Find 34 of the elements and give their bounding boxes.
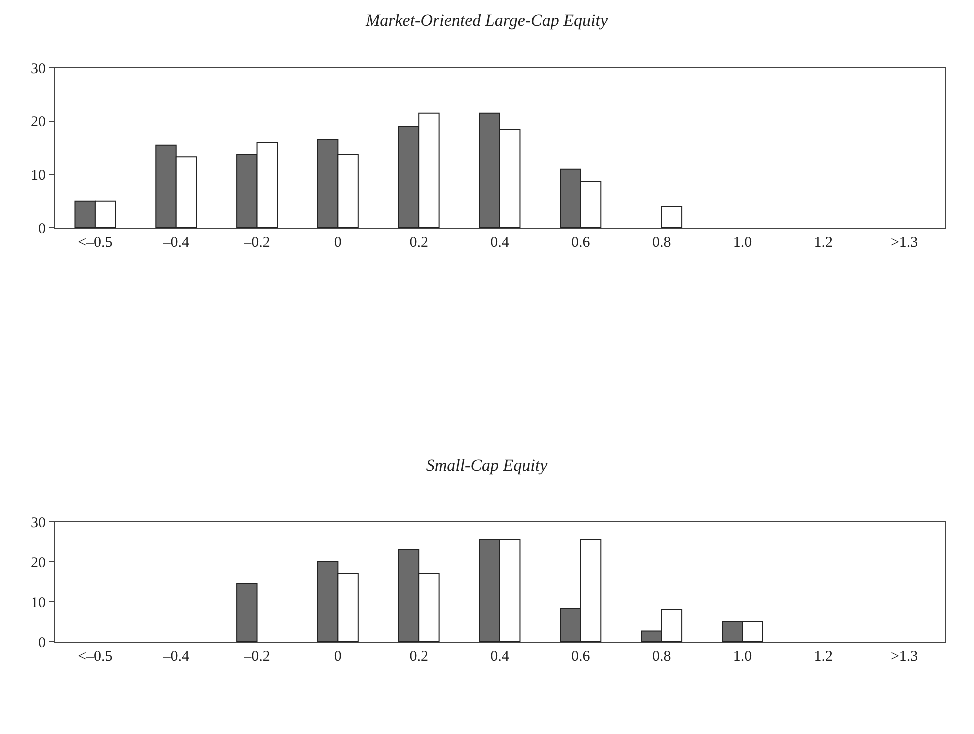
x-tick-label: 0.4 (490, 235, 510, 251)
x-tick-label: –0.4 (162, 235, 190, 251)
x-tick-label: 1.0 (733, 649, 752, 665)
x-tick-label: 0.6 (572, 235, 591, 251)
y-tick-label: 20 (31, 555, 46, 572)
y-tick-label: 10 (31, 168, 46, 184)
x-tick-label: 1.2 (814, 649, 834, 665)
bar (661, 206, 683, 228)
x-tick-label: >1.3 (890, 649, 918, 665)
x-tick-label: 0.8 (652, 649, 672, 665)
x-tick-label: 0.4 (490, 649, 510, 665)
x-tick-label: 0.8 (652, 235, 672, 251)
chart-title: Market-Oriented Large-Cap Equity (364, 10, 608, 30)
x-tick-label: 0.6 (572, 649, 591, 665)
x-tick-label: –0.2 (243, 235, 270, 251)
x-tick-label: <–0.5 (78, 649, 113, 665)
y-tick-label: 0 (38, 221, 46, 238)
y-tick-label: 0 (38, 635, 46, 652)
x-tick-label: <–0.5 (78, 235, 113, 251)
chart-title: Small-Cap Equity (426, 456, 548, 475)
x-tick-label: >1.3 (890, 235, 918, 251)
y-tick-label: 30 (31, 61, 46, 78)
y-tick-label: 20 (31, 114, 46, 131)
x-tick-label: 0 (334, 235, 342, 251)
x-tick-label: 0.2 (410, 649, 428, 665)
x-tick-label: –0.2 (243, 649, 270, 665)
x-tick-label: 1.2 (814, 235, 834, 251)
bar (236, 583, 258, 642)
x-tick-label: 0.2 (410, 235, 428, 251)
y-tick-label: 30 (31, 515, 46, 532)
x-tick-label: –0.4 (162, 649, 190, 665)
y-tick-label: 10 (31, 595, 46, 612)
x-tick-label: 0 (334, 649, 342, 665)
x-tick-label: 1.0 (733, 235, 752, 251)
